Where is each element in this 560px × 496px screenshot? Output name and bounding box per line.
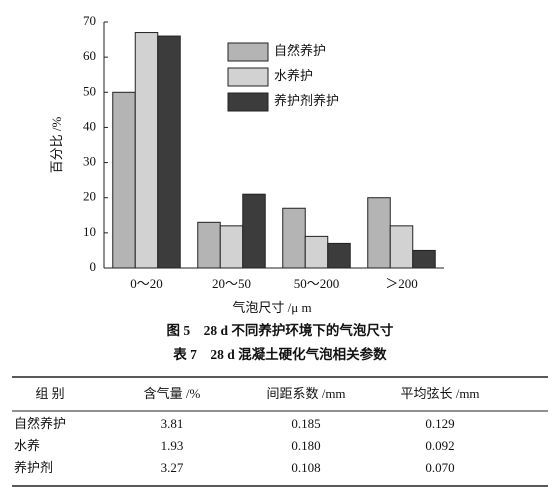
table-header: 含气量 /% xyxy=(144,386,201,401)
bar xyxy=(219,225,244,269)
legend-label: 水养护 xyxy=(274,68,313,83)
y-tick-label: 10 xyxy=(83,224,96,239)
bar xyxy=(282,207,306,269)
table-cell: 0.180 xyxy=(291,438,320,453)
y-tick-label: 60 xyxy=(83,48,96,63)
y-tick-label: 40 xyxy=(83,118,96,133)
x-tick-label: 20～50 xyxy=(212,276,251,291)
legend-label: 自然养护 xyxy=(274,43,326,58)
y-tick-label: 20 xyxy=(83,189,96,204)
bar xyxy=(134,32,159,269)
bar xyxy=(242,193,266,269)
table-cell: 0.092 xyxy=(425,438,454,453)
legend-swatch xyxy=(227,42,269,62)
table-header: 间距系数 /mm xyxy=(266,386,345,401)
bar xyxy=(304,235,329,269)
table-cell: 水养 xyxy=(14,438,40,453)
legend-swatch xyxy=(227,92,269,112)
legend-label: 养护剂养护 xyxy=(274,93,339,108)
table-cell: 0.185 xyxy=(291,416,320,431)
table-cell: 1.93 xyxy=(161,438,184,453)
y-tick-label: 0 xyxy=(90,259,97,274)
table-cell: 养护剂 xyxy=(14,460,53,475)
table-cell: 0.129 xyxy=(425,416,454,431)
x-tick-label: 0～20 xyxy=(130,276,163,291)
figure-caption: 图 5 28 d 不同养护环境下的气泡尺寸 xyxy=(167,322,394,338)
y-tick-label: 50 xyxy=(83,83,96,98)
bar xyxy=(112,91,136,269)
x-tick-label: 50～200 xyxy=(294,276,340,291)
bar xyxy=(412,249,436,269)
table-cell: 0.070 xyxy=(425,460,454,475)
y-axis-label: 百分比 /% xyxy=(49,116,64,173)
table-cell: 3.27 xyxy=(161,460,184,475)
bar xyxy=(327,242,351,269)
y-tick-label: 30 xyxy=(83,154,96,169)
y-tick-label: 70 xyxy=(83,13,96,28)
x-tick-label: ＞200 xyxy=(385,276,418,291)
table-caption: 表 7 28 d 混凝土硬化气泡相关参数 xyxy=(173,346,387,362)
legend-swatch xyxy=(227,67,269,87)
table-cell: 3.81 xyxy=(161,416,184,431)
table-cell: 0.108 xyxy=(291,460,320,475)
x-axis-label: 气泡尺寸 /μ m xyxy=(232,300,311,315)
table-header: 平均弦长 /mm xyxy=(400,386,479,401)
bar xyxy=(197,221,221,269)
bar xyxy=(389,225,414,269)
bar xyxy=(157,35,181,269)
table-cell: 自然养护 xyxy=(14,416,66,431)
bar xyxy=(367,197,391,269)
table-header: 组 别 xyxy=(35,386,64,401)
